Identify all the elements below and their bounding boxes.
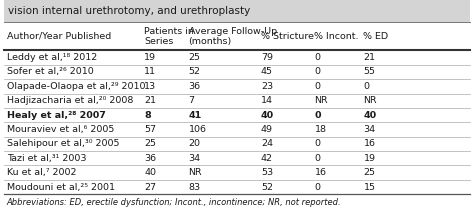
Text: Ku et al,⁷ 2002: Ku et al,⁷ 2002 <box>7 168 76 177</box>
Text: Salehipour et al,³⁰ 2005: Salehipour et al,³⁰ 2005 <box>7 139 119 148</box>
Text: 21: 21 <box>144 96 156 105</box>
Text: 45: 45 <box>261 67 273 76</box>
Text: 11: 11 <box>144 67 156 76</box>
Text: 25: 25 <box>364 168 375 177</box>
Text: Author/Year Published: Author/Year Published <box>7 32 111 41</box>
Text: NR: NR <box>314 96 328 105</box>
Text: 19: 19 <box>364 154 375 163</box>
Text: 0: 0 <box>314 154 320 163</box>
Text: Patients in
Series: Patients in Series <box>144 27 194 46</box>
Text: 16: 16 <box>314 168 327 177</box>
Text: 106: 106 <box>189 125 207 134</box>
Text: 27: 27 <box>144 182 156 192</box>
Text: 14: 14 <box>261 96 273 105</box>
Text: 57: 57 <box>144 125 156 134</box>
Text: Sofer et al,²⁶ 2010: Sofer et al,²⁶ 2010 <box>7 67 93 76</box>
Text: 20: 20 <box>189 139 201 148</box>
Text: 40: 40 <box>144 168 156 177</box>
Text: 36: 36 <box>144 154 156 163</box>
Text: Tazi et al,³¹ 2003: Tazi et al,³¹ 2003 <box>7 154 86 163</box>
Text: vision internal urethrotomy, and urethroplasty: vision internal urethrotomy, and urethro… <box>8 6 250 16</box>
Text: 13: 13 <box>144 82 156 91</box>
Text: 0: 0 <box>314 182 320 192</box>
Text: Olapade-Olaopa et al,²⁹ 2010: Olapade-Olaopa et al,²⁹ 2010 <box>7 82 145 91</box>
Text: 53: 53 <box>261 168 273 177</box>
Text: 79: 79 <box>261 53 273 62</box>
Text: 34: 34 <box>364 125 375 134</box>
Text: Leddy et al,¹⁸ 2012: Leddy et al,¹⁸ 2012 <box>7 53 97 62</box>
Text: NR: NR <box>189 168 202 177</box>
Text: Average Follow-Up
(months): Average Follow-Up (months) <box>189 27 277 46</box>
Text: 52: 52 <box>189 67 201 76</box>
Text: 23: 23 <box>261 82 273 91</box>
Text: Mouraviev et al,⁶ 2005: Mouraviev et al,⁶ 2005 <box>7 125 114 134</box>
Text: Healy et al,²⁸ 2007: Healy et al,²⁸ 2007 <box>7 111 106 120</box>
Text: 0: 0 <box>314 139 320 148</box>
Bar <box>4 0 470 22</box>
Text: 25: 25 <box>189 53 201 62</box>
Text: % Incont.: % Incont. <box>314 32 359 41</box>
Text: 16: 16 <box>364 139 375 148</box>
Text: 40: 40 <box>364 111 376 120</box>
Text: 0: 0 <box>364 82 369 91</box>
Text: 0: 0 <box>314 53 320 62</box>
Text: 34: 34 <box>189 154 201 163</box>
Text: 40: 40 <box>261 111 274 120</box>
Text: 83: 83 <box>189 182 201 192</box>
Text: 0: 0 <box>314 82 320 91</box>
Text: % ED: % ED <box>364 32 389 41</box>
Text: 25: 25 <box>144 139 156 148</box>
Text: 19: 19 <box>144 53 156 62</box>
Text: 36: 36 <box>189 82 201 91</box>
Text: Moudouni et al,²⁵ 2001: Moudouni et al,²⁵ 2001 <box>7 182 115 192</box>
Text: 0: 0 <box>314 67 320 76</box>
Text: % Stricture: % Stricture <box>261 32 314 41</box>
Text: 41: 41 <box>189 111 202 120</box>
Text: Hadjizacharia et al,²⁰ 2008: Hadjizacharia et al,²⁰ 2008 <box>7 96 133 105</box>
Text: 0: 0 <box>314 111 321 120</box>
Text: 52: 52 <box>261 182 273 192</box>
Text: 15: 15 <box>364 182 375 192</box>
Text: 21: 21 <box>364 53 375 62</box>
Text: 18: 18 <box>314 125 327 134</box>
Text: Abbreviations: ED, erectile dysfunction; Incont., incontinence; NR, not reported: Abbreviations: ED, erectile dysfunction;… <box>7 198 341 207</box>
Text: 24: 24 <box>261 139 273 148</box>
Text: 55: 55 <box>364 67 375 76</box>
Text: 7: 7 <box>189 96 194 105</box>
Text: NR: NR <box>364 96 377 105</box>
Text: 49: 49 <box>261 125 273 134</box>
Text: 8: 8 <box>144 111 151 120</box>
Text: 42: 42 <box>261 154 273 163</box>
